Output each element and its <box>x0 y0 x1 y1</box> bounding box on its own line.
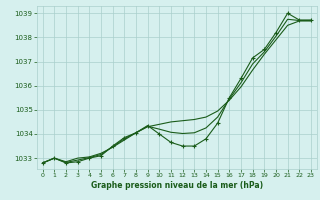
X-axis label: Graphe pression niveau de la mer (hPa): Graphe pression niveau de la mer (hPa) <box>91 181 263 190</box>
